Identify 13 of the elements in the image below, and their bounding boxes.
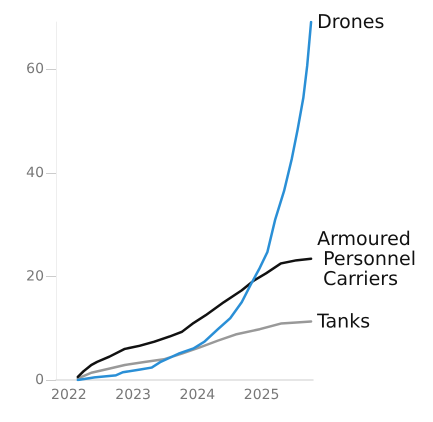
series-label: Drones <box>317 11 384 33</box>
y-tick-label: 20 <box>26 268 44 284</box>
x-tick-label: 2025 <box>244 387 280 403</box>
x-tick-label: 2022 <box>51 387 87 403</box>
y-tick-label: 0 <box>35 372 44 388</box>
y-tick-label: 60 <box>26 61 44 78</box>
x-tick-label: 2024 <box>180 387 216 403</box>
series-label: Armoured Personnel Carriers <box>317 228 416 290</box>
line-series <box>76 20 312 382</box>
y-tick-label: 40 <box>26 164 44 181</box>
series-label: Tanks <box>316 310 370 332</box>
line-series <box>76 258 312 378</box>
x-tick-label: 2023 <box>115 387 151 403</box>
